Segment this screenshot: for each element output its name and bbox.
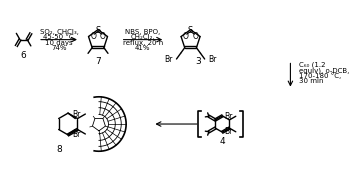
- Text: 10 days: 10 days: [45, 40, 73, 46]
- Text: Br: Br: [208, 55, 217, 64]
- Text: 3: 3: [195, 57, 201, 66]
- Text: S: S: [188, 26, 193, 35]
- Text: 45-50 °C,: 45-50 °C,: [43, 33, 75, 40]
- Text: 4: 4: [220, 137, 225, 146]
- Text: 8: 8: [56, 145, 62, 154]
- Text: reflux, 20 h: reflux, 20 h: [123, 40, 163, 46]
- Text: NBS, BPO,: NBS, BPO,: [125, 29, 161, 35]
- Text: Br: Br: [224, 112, 232, 121]
- Text: 6: 6: [21, 50, 26, 59]
- Text: 74%: 74%: [51, 45, 67, 51]
- Text: Br: Br: [73, 130, 81, 139]
- Text: 170-180 °C,: 170-180 °C,: [300, 73, 342, 79]
- Text: Br: Br: [164, 55, 173, 64]
- Text: S: S: [95, 26, 101, 35]
- Text: O: O: [90, 32, 96, 40]
- Text: O: O: [100, 32, 106, 40]
- Text: O: O: [193, 32, 198, 40]
- Text: CH₂Cl₂,: CH₂Cl₂,: [131, 34, 155, 40]
- Text: C₆₀ (1.2: C₆₀ (1.2: [300, 62, 326, 68]
- Text: 41%: 41%: [135, 45, 151, 51]
- Text: 7: 7: [95, 57, 101, 66]
- Text: equiv), o-DCB,: equiv), o-DCB,: [300, 67, 350, 74]
- Text: O: O: [183, 32, 189, 40]
- Text: Br: Br: [73, 109, 81, 118]
- Text: 30 min: 30 min: [300, 78, 324, 84]
- Text: SO₂, CHCl₃,: SO₂, CHCl₃,: [39, 29, 78, 35]
- Text: Br: Br: [224, 127, 232, 136]
